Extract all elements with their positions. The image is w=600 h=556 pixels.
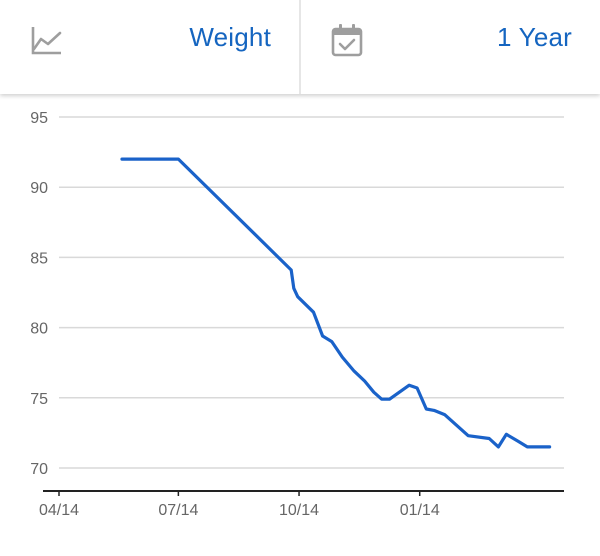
calendar-check-icon	[331, 24, 363, 57]
metric-label: Weight	[189, 22, 271, 52]
series-lines	[120, 157, 552, 449]
line-chart-icon	[31, 27, 62, 55]
chart-area: 70 75 80 85 90 95 04/14 07/14 10/14 01/14	[0, 94, 600, 556]
y-tick-label-80: 80	[30, 321, 48, 338]
y-tick-label-75: 75	[30, 391, 48, 408]
x-tick-label-10-14: 10/14	[279, 502, 319, 519]
y-tick-label-85: 85	[30, 250, 48, 267]
header-divider	[299, 0, 301, 94]
x-tick-label-07-14: 07/14	[158, 502, 198, 519]
y-axis-ticks: 70 75 80 85 90 95	[30, 110, 48, 478]
x-tick-label-04-14: 04/14	[39, 502, 79, 519]
grid-lines	[59, 116, 564, 469]
y-tick-label-95: 95	[30, 110, 48, 127]
y-tick-label-90: 90	[30, 180, 48, 197]
header-bar: Weight 1 Year	[0, 0, 600, 94]
x-axis-ticks: 04/14 07/14 10/14 01/14	[39, 491, 440, 519]
weight-chart: 70 75 80 85 90 95 04/14 07/14 10/14 01/14	[30, 110, 564, 519]
x-tick-label-01-14: 01/14	[400, 502, 440, 519]
metric-selector[interactable]: Weight	[0, 0, 299, 94]
range-selector[interactable]: 1 Year	[301, 0, 600, 94]
range-label: 1 Year	[497, 22, 572, 52]
y-tick-label-70: 70	[30, 461, 48, 478]
series-line-0	[120, 157, 552, 449]
